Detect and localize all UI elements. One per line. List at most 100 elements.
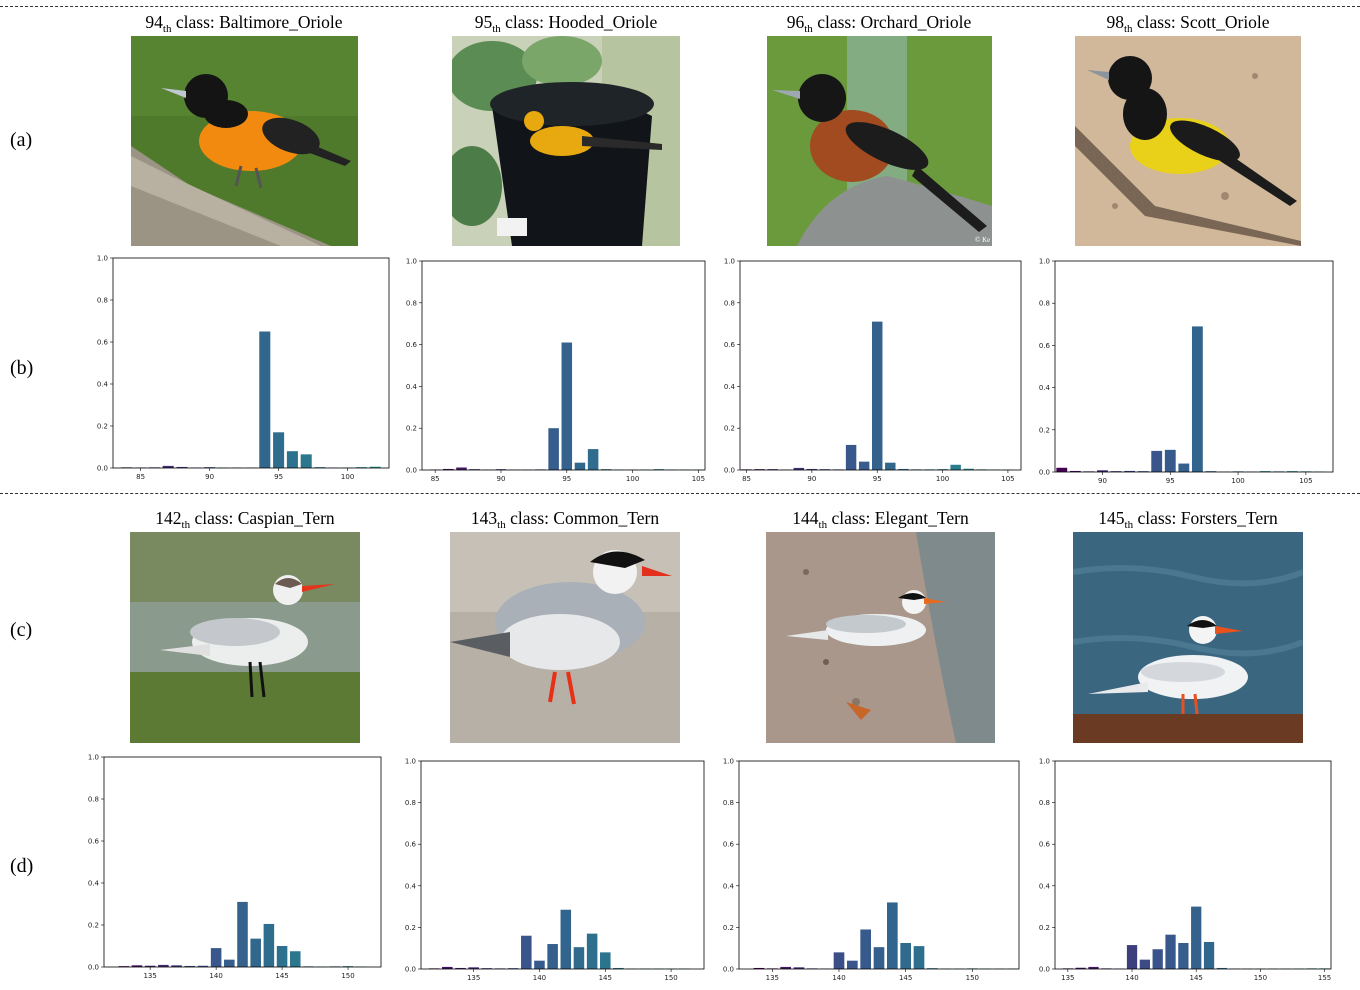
chart-bar — [845, 444, 857, 470]
chart-bar — [171, 965, 182, 967]
x-tick-label: 150 — [341, 972, 354, 980]
y-tick-label: 0.8 — [97, 297, 108, 305]
chart-bar — [1056, 467, 1068, 472]
chart-bar — [548, 428, 559, 470]
x-tick-label: 145 — [1190, 974, 1203, 982]
row-label-a: (a) — [10, 129, 33, 151]
x-tick-label: 90 — [1098, 477, 1107, 485]
chart-bar — [927, 968, 938, 969]
probability-chart-common-tern: 0.0 0.2 0.4 0.6 0.8 1.0 135 140 145 150 — [405, 758, 705, 982]
chart-bar — [534, 960, 545, 969]
chart-bar — [1097, 470, 1108, 472]
y-tick-label: 0.0 — [406, 467, 417, 475]
plot-frame — [103, 756, 382, 968]
x-tick-label: 150 — [664, 974, 677, 982]
chart-bar — [443, 468, 454, 470]
y-tick-label: 0.0 — [1039, 469, 1050, 477]
chart-bar — [237, 901, 248, 967]
y-tick-label: 0.0 — [1039, 966, 1050, 974]
chart-bar — [276, 946, 288, 967]
y-tick-label: 0.6 — [1039, 342, 1051, 350]
chart-bar — [286, 451, 298, 468]
chart-bar — [793, 967, 805, 969]
separator-middle — [0, 493, 1360, 494]
chart-bar — [1178, 463, 1190, 472]
chart-bar — [819, 469, 831, 470]
common-tern-photo — [450, 532, 680, 743]
panel-title: 145th class: Forsters_Tern — [1098, 508, 1278, 531]
row-label-d: (d) — [10, 855, 34, 877]
chart-bar — [653, 469, 665, 470]
chart-bar — [273, 432, 285, 468]
x-tick-label: 100 — [1231, 477, 1244, 485]
x-tick-label: 85 — [742, 475, 751, 483]
chart-bar — [314, 467, 326, 468]
chart-bar — [1075, 967, 1086, 969]
x-tick-label: 135 — [467, 974, 480, 982]
plot-frame — [421, 260, 706, 471]
y-tick-label: 1.0 — [723, 758, 734, 766]
chart-bar — [1178, 943, 1189, 969]
y-tick-label: 0.8 — [1039, 300, 1050, 308]
y-tick-label: 1.0 — [1039, 758, 1050, 766]
plot-frame — [112, 257, 390, 469]
y-tick-label: 0.6 — [88, 838, 100, 846]
chart-bar — [481, 968, 493, 969]
y-tick-label: 0.8 — [405, 799, 416, 807]
y-tick-label: 1.0 — [88, 754, 99, 762]
chart-bar — [873, 947, 885, 969]
x-tick-label: 90 — [205, 473, 214, 481]
chart-bar — [507, 968, 519, 969]
x-tick-label: 145 — [599, 974, 612, 982]
chart-bar — [1110, 471, 1122, 472]
chart-bar — [1191, 326, 1203, 472]
chart-bar — [1203, 941, 1215, 969]
chart-bar — [1151, 450, 1163, 472]
y-tick-label: 0.2 — [88, 922, 99, 930]
panel-title: 142th class: Caspian_Tern — [155, 508, 335, 531]
y-tick-label: 0.0 — [724, 467, 735, 475]
chart-bar — [600, 952, 611, 969]
y-tick-label: 0.2 — [724, 425, 735, 433]
y-tick-label: 0.4 — [406, 383, 418, 391]
y-tick-label: 0.8 — [1039, 799, 1050, 807]
separator-top — [0, 6, 1360, 7]
x-tick-label: 150 — [966, 974, 979, 982]
chart-bar — [963, 468, 974, 470]
chart-bar — [560, 909, 572, 969]
y-tick-label: 0.2 — [1039, 426, 1050, 434]
chart-bar — [573, 947, 585, 969]
x-tick-label: 90 — [807, 475, 816, 483]
chart-bar — [184, 965, 196, 967]
chart-bar — [1164, 449, 1176, 472]
y-tick-label: 0.0 — [88, 964, 99, 972]
x-tick-label: 145 — [899, 974, 912, 982]
chart-bar — [162, 465, 174, 468]
probability-chart-caspian-tern: 0.0 0.2 0.4 0.6 0.8 1.0 135 140 145 150 — [88, 754, 382, 980]
chart-bar — [468, 967, 479, 969]
y-tick-label: 0.4 — [724, 383, 736, 391]
chart-bar — [131, 965, 143, 967]
probability-chart-elegant-tern: 0.0 0.2 0.4 0.6 0.8 1.0 135 140 145 150 — [723, 758, 1020, 982]
x-tick-label: 85 — [431, 475, 440, 483]
y-tick-label: 0.0 — [97, 465, 108, 473]
chart-bar — [613, 967, 624, 969]
y-tick-label: 0.6 — [406, 341, 418, 349]
chart-bar — [1137, 471, 1149, 472]
chart-bar — [754, 469, 765, 470]
chart-bar — [847, 960, 858, 969]
chart-bar — [204, 467, 216, 468]
chart-bar — [898, 468, 909, 470]
y-tick-label: 1.0 — [1039, 258, 1050, 266]
chart-bar — [521, 935, 532, 969]
chart-bar — [586, 933, 598, 969]
chart-bar — [860, 929, 871, 969]
y-tick-label: 0.4 — [88, 880, 100, 888]
y-tick-label: 0.2 — [406, 425, 417, 433]
chart-bar — [224, 959, 235, 967]
chart-bar — [1191, 906, 1202, 969]
chart-bar — [1124, 470, 1136, 472]
chart-bar — [197, 965, 209, 967]
orchard-oriole-photo: © Ke — [767, 36, 992, 246]
y-tick-label: 0.6 — [723, 841, 735, 849]
